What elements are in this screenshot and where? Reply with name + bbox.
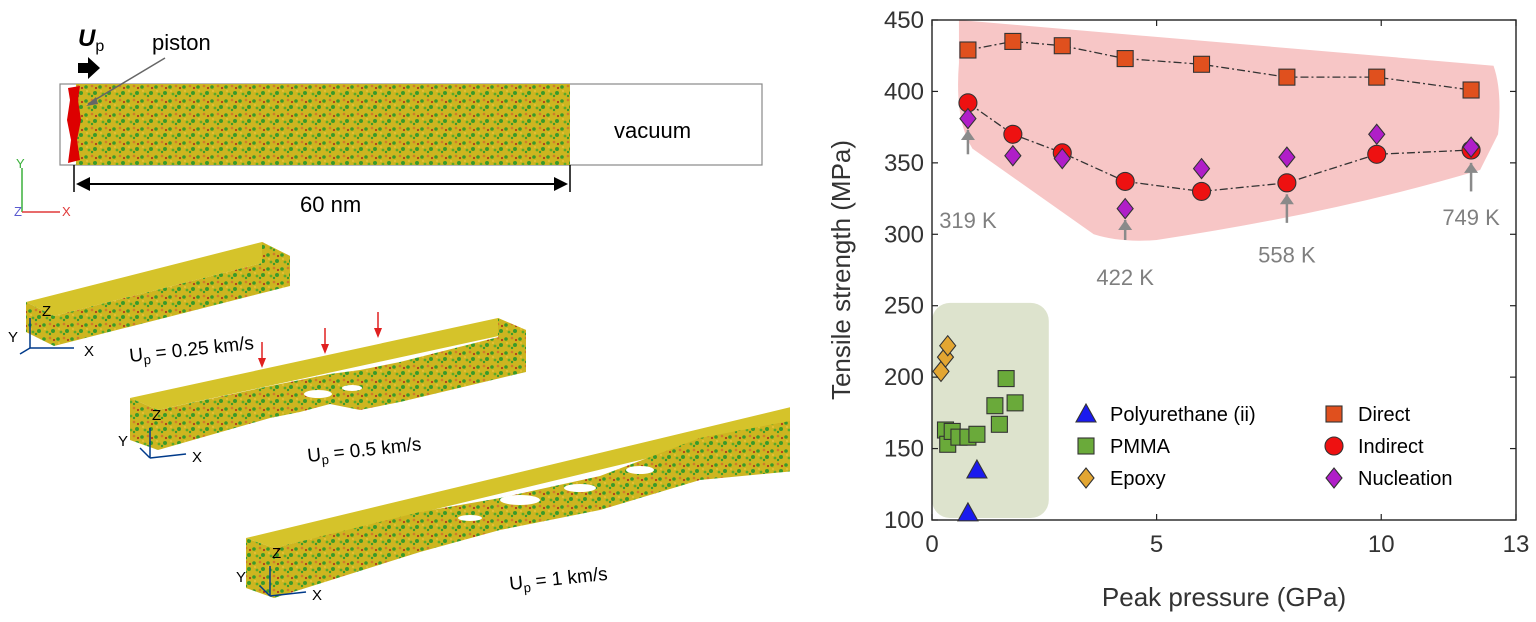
data-point-pmma [968, 425, 986, 443]
legend: Polyurethane (ii) PMMA Epoxy Direct Indirect… [1075, 402, 1453, 490]
data-point-pmma [997, 370, 1015, 388]
annotation-label: 558 K [1258, 242, 1316, 267]
sim-panel-1: Z Y X Up = 1 km/s [236, 407, 790, 604]
piston [67, 86, 81, 163]
x-axis-title: Peak pressure (GPa) [1102, 582, 1346, 612]
data-point-nucleation [1116, 197, 1134, 220]
atoms-region [76, 84, 570, 165]
x-tick-label: 0 [925, 531, 938, 558]
y-tick-label: 200 [884, 364, 924, 391]
up-label: Up [78, 25, 104, 55]
data-point-polyurethane-ii [957, 501, 979, 522]
data-point-nucleation [1462, 136, 1480, 159]
legend-marker [1077, 467, 1095, 489]
sim-panel-0.25: Z Y X Up = 0.25 km/s [8, 242, 290, 369]
svg-text:Z: Z [14, 204, 22, 219]
svg-text:Y: Y [236, 569, 246, 586]
x-tick-label: 13 [1503, 531, 1530, 558]
annotation-label: 319 K [939, 208, 997, 233]
y-tick-label: 150 [884, 436, 924, 463]
panel-label-0.5: Up = 0.5 km/s [306, 434, 422, 469]
series-marks [932, 32, 1481, 522]
y-tick-label: 400 [884, 78, 924, 105]
vacuum-label: vacuum [614, 118, 691, 143]
legend-marker [1324, 436, 1344, 456]
data-point-indirect [1277, 173, 1297, 193]
data-point-nucleation [959, 107, 977, 130]
axes-box [931, 19, 1517, 521]
axes-triad-top: Y Z X [14, 156, 71, 219]
data-point-pmma [1006, 394, 1024, 412]
legend-marker [1325, 405, 1343, 423]
data-point-indirect [1367, 144, 1387, 164]
temperature-annotations: 319 K 422 K 558 K 749 K [939, 130, 1500, 290]
x-tick-label: 5 [1150, 531, 1163, 558]
legend-label: Direct [1358, 404, 1411, 426]
annotation-label: 749 K [1442, 205, 1500, 230]
y-tick-label: 300 [884, 221, 924, 248]
data-point-indirect [1003, 124, 1023, 144]
data-point-nucleation [1368, 123, 1386, 146]
sim-panel-0.5: Z Y X Up = 0.5 km/s [118, 312, 526, 469]
legend-label: Nucleation [1358, 468, 1453, 490]
data-point-direct [1116, 50, 1134, 68]
data-point-nucleation [1053, 147, 1071, 170]
data-point-direct [1368, 68, 1386, 86]
piston-label: piston [152, 30, 211, 55]
data-point-nucleation [1278, 146, 1296, 169]
svg-text:X: X [62, 204, 71, 219]
series-line-indirect [967, 102, 1472, 193]
svg-text:Y: Y [118, 433, 128, 450]
x-tick-label: 10 [1368, 531, 1395, 558]
annotation-label: 422 K [1096, 265, 1154, 290]
svg-text:Z: Z [272, 545, 281, 562]
data-point-pmma [990, 415, 1008, 433]
svg-text:Z: Z [152, 407, 161, 424]
svg-text:X: X [312, 587, 322, 604]
data-point-direct [1278, 68, 1296, 86]
simulation-illustration: Up piston vacuum 60 nm Y Z X Z Y X Up = … [8, 25, 790, 604]
data-point-nucleation [1192, 157, 1211, 180]
legend-label: Epoxy [1110, 468, 1166, 490]
y-tick-label: 100 [884, 507, 924, 534]
length-label: 60 nm [300, 192, 361, 217]
svg-text:Z: Z [42, 303, 51, 320]
axis-ticks: 100 150 200 250 300 350 400 450 0 5 10 13 [884, 7, 1529, 558]
data-point-direct [959, 41, 977, 59]
legend-marker [1077, 437, 1095, 455]
svg-text:X: X [192, 449, 202, 466]
svg-text:X: X [84, 343, 94, 360]
pink-region [958, 20, 1500, 241]
y-tick-label: 250 [884, 293, 924, 320]
panel-label-1: Up = 1 km/s [508, 564, 608, 597]
piston-pointer [87, 57, 166, 105]
up-arrow [78, 57, 100, 79]
y-tick-label: 350 [884, 150, 924, 177]
data-point-epoxy [939, 334, 957, 357]
data-point-indirect [1191, 181, 1212, 201]
panel-label-0.25: Up = 0.25 km/s [128, 333, 255, 369]
svg-text:Y: Y [16, 156, 25, 171]
data-point-polyurethane-ii [965, 458, 988, 479]
plot-frame [931, 19, 1517, 521]
legend-marker [1325, 467, 1343, 489]
legend-label: PMMA [1110, 436, 1171, 458]
data-point-pmma [986, 397, 1004, 415]
data-point-nucleation [1004, 144, 1022, 167]
legend-label: Polyurethane (ii) [1110, 404, 1256, 426]
data-point-direct [1462, 81, 1480, 99]
svg-text:Y: Y [8, 329, 18, 346]
data-point-direct [1053, 37, 1071, 55]
data-point-indirect [1115, 171, 1135, 191]
legend-marker [1075, 402, 1097, 423]
y-tick-label: 450 [884, 7, 924, 34]
y-axis-title: Tensile strength (MPa) [826, 140, 856, 400]
domain-box-top [59, 83, 763, 166]
legend-label: Indirect [1358, 436, 1424, 458]
data-point-direct [1192, 55, 1211, 73]
data-point-direct [1004, 32, 1022, 50]
